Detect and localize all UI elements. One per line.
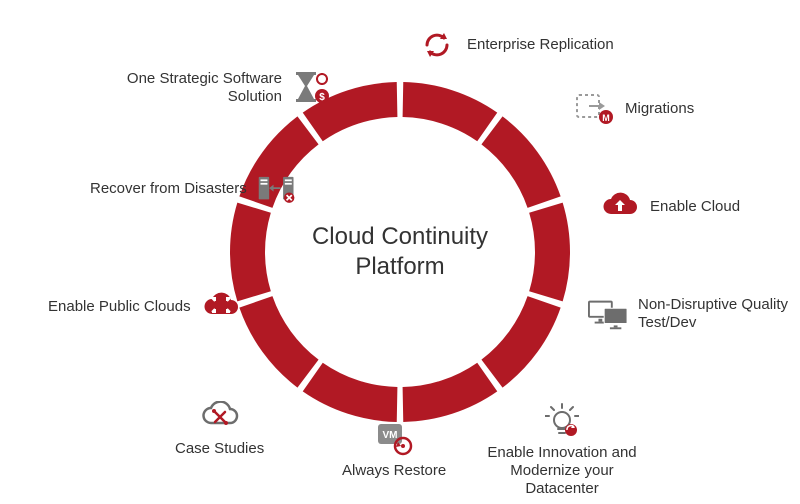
label-migrations: Migrations [625,100,694,118]
svg-text:$: $ [319,92,325,103]
item-innovation: Enable Innovation and Modernize your Dat… [472,404,652,498]
item-always-restore: VM Always Restore [342,422,446,480]
label-innovation: Enable Innovation and Modernize your Dat… [472,444,652,498]
label-strategic: One Strategic Software Solution [112,70,282,106]
item-enterprise-replication: Enterprise Replication [417,28,614,62]
center-line1: Cloud Continuity [312,223,488,250]
svg-text:VM: VM [383,430,398,441]
migrate-icon: M [575,92,615,126]
ring-segment [481,116,560,207]
ring-segment [403,82,498,141]
item-strategic: $ One Strategic Software Solution [112,70,332,106]
ring-segment [230,203,271,302]
servers-icon [257,172,297,206]
item-recover: Recover from Disasters [90,172,297,206]
item-migrations: M Migrations [575,92,694,126]
cloud-expand-icon [201,290,241,324]
ring-segment [529,203,570,302]
center-line2: Platform [355,253,444,280]
cloud-tools-icon [200,400,240,434]
label-enterprise-replication: Enterprise Replication [467,36,614,54]
cloud-up-icon [600,190,640,224]
item-enable-cloud: Enable Cloud [600,190,740,224]
ring-segment [481,296,560,387]
svg-text:M: M [602,113,610,123]
label-recover: Recover from Disasters [90,180,247,198]
center-title: Cloud Continuity Platform [290,222,510,282]
ring-segment [239,296,318,387]
label-public-clouds: Enable Public Clouds [48,298,191,316]
item-case-studies: Case Studies [175,400,264,458]
label-quality-test: Non-Disruptive Quality Test/Dev [638,296,800,332]
bulb-icon [542,404,582,438]
monitors-icon [588,297,628,331]
item-public-clouds: Enable Public Clouds [48,290,241,324]
hourglass-icon: $ [292,71,332,105]
item-quality-test: Non-Disruptive Quality Test/Dev [588,296,800,332]
label-enable-cloud: Enable Cloud [650,198,740,216]
label-case-studies: Case Studies [175,440,264,458]
diagram-stage: Cloud Continuity Platform Enterprise Rep… [0,0,800,504]
label-always-restore: Always Restore [342,462,446,480]
vm-icon: VM [374,422,414,456]
ring-segment [303,363,398,422]
sync-icon [417,28,457,62]
